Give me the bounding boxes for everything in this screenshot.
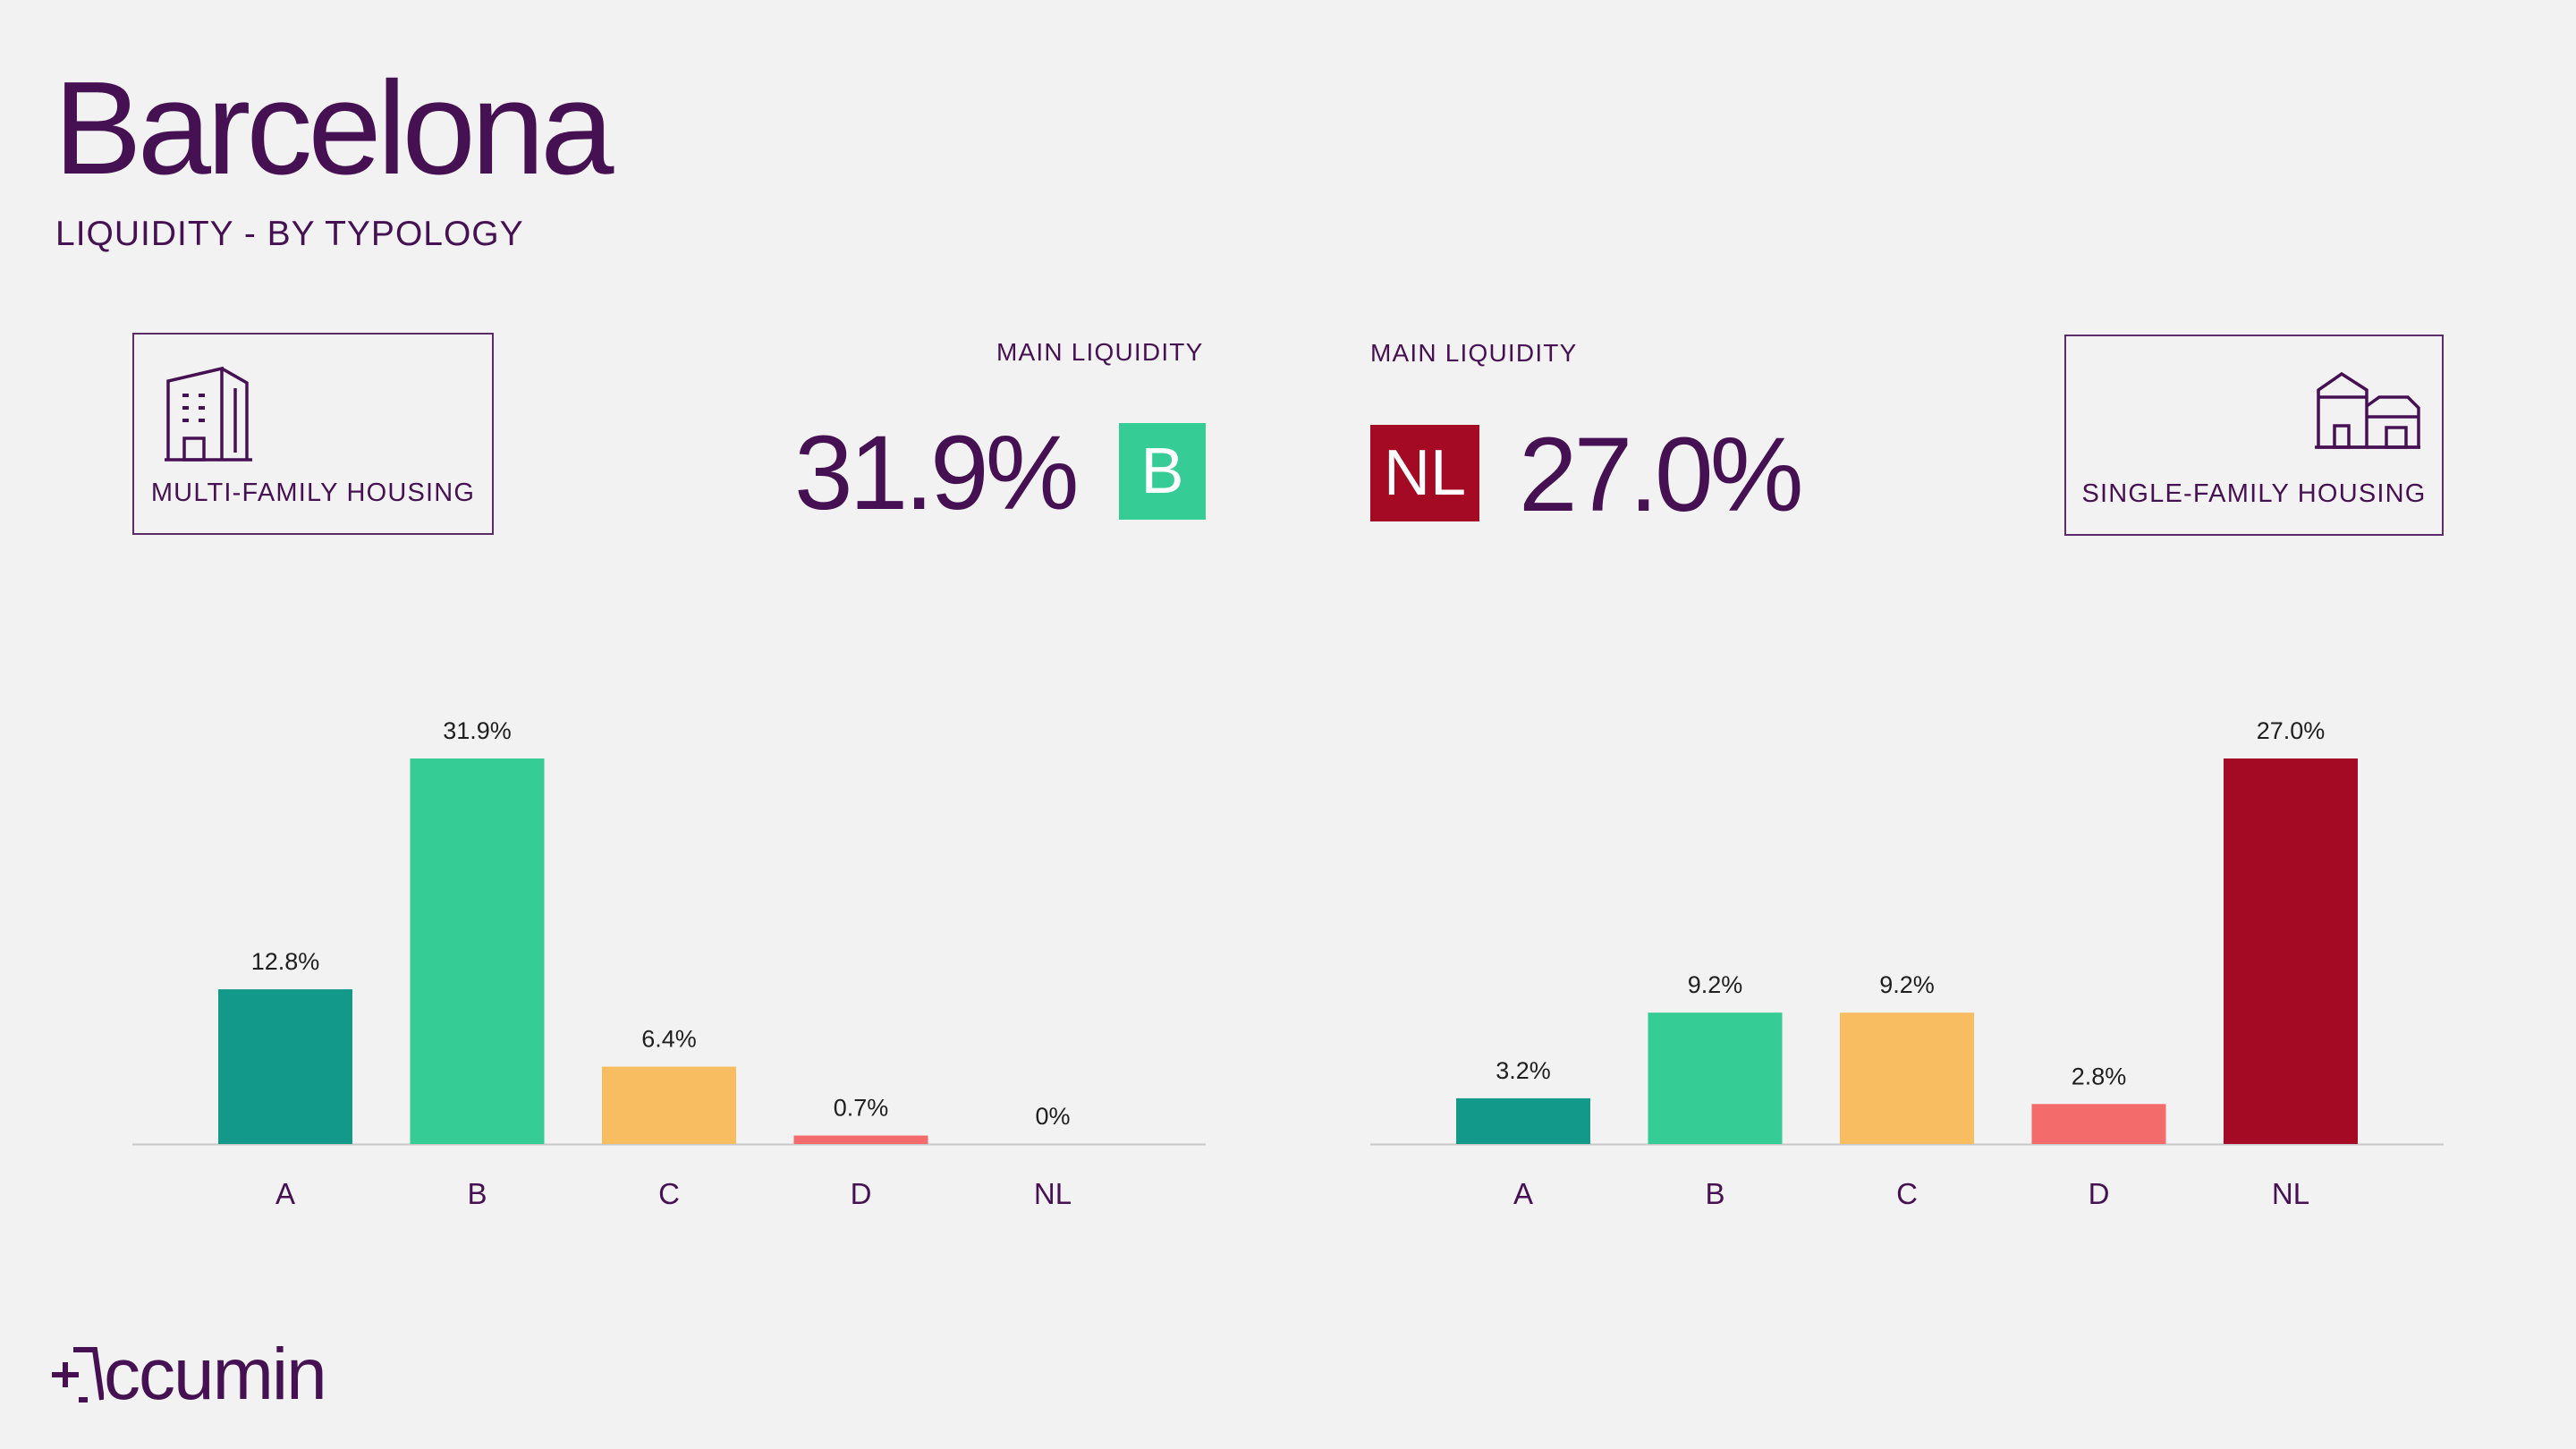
single-family-value-label-d: 2.8%: [2072, 1063, 2127, 1089]
single-family-bar-c: [1840, 1013, 1974, 1144]
multi-family-value-label-a: 12.8%: [251, 948, 320, 975]
multi-family-category-label-a: A: [275, 1177, 295, 1210]
left-main-grade-badge: B: [1119, 423, 1206, 520]
page-subtitle: LIQUIDITY - BY TYPOLOGY: [55, 215, 524, 253]
single-family-value-label-b: 9.2%: [1688, 971, 1743, 998]
multi-family-category-label-nl: NL: [1034, 1177, 1072, 1210]
single-family-category-label-a: A: [1513, 1177, 1533, 1210]
multi-family-value-label-nl: 0%: [1035, 1103, 1070, 1130]
single-family-chart: 3.2% A 9.2% B 9.2% C 2.8% D 27.0% NL: [1370, 698, 2444, 1221]
single-family-value-label-a: 3.2%: [1496, 1057, 1551, 1084]
multi-family-category-label-c: C: [658, 1177, 680, 1210]
multi-family-bar-d: [793, 1135, 928, 1144]
multi-family-chart: 12.8% A 31.9% B 6.4% C 0.7% D 0% NL: [132, 698, 1206, 1221]
single-family-bar-a: [1456, 1097, 1590, 1144]
single-family-label: SINGLE-FAMILY HOUSING: [2081, 479, 2427, 508]
multi-family-value-label-d: 0.7%: [834, 1095, 889, 1122]
left-main-liquidity-label: MAIN LIQUIDITY: [996, 338, 1204, 366]
multi-family-card: MULTI-FAMILY HOUSING: [132, 333, 494, 535]
multi-family-bar-chart: 12.8% A 31.9% B 6.4% C 0.7% D 0% NL: [132, 717, 1206, 1210]
right-main-liquidity-value: 27.0%: [1519, 416, 1804, 534]
single-family-category-label-c: C: [1896, 1177, 1918, 1210]
single-family-category-label-nl: NL: [2272, 1177, 2309, 1210]
multi-family-value-label-c: 6.4%: [641, 1026, 697, 1053]
left-main-liquidity-value: 31.9%: [794, 414, 1080, 532]
single-family-value-label-c: 9.2%: [1879, 971, 1935, 998]
single-family-bar-nl: [2224, 758, 2358, 1144]
multi-family-category-label-d: D: [851, 1177, 872, 1210]
multi-family-bar-b: [410, 758, 545, 1144]
accumin-logo-text: ccumin: [104, 1334, 327, 1415]
multi-family-bar-c: [602, 1066, 736, 1144]
right-main-liquidity-label: MAIN LIQUIDITY: [1370, 339, 1578, 367]
single-family-card: SINGLE-FAMILY HOUSING: [2064, 335, 2444, 536]
single-family-bar-b: [1648, 1013, 1783, 1144]
apartment-building-icon: [165, 366, 252, 462]
multi-family-value-label-b: 31.9%: [443, 717, 512, 744]
single-family-category-label-d: D: [2089, 1177, 2110, 1210]
multi-family-label: MULTI-FAMILY HOUSING: [150, 479, 476, 507]
single-family-value-label-nl: 27.0%: [2257, 717, 2326, 744]
single-family-category-label-b: B: [1705, 1177, 1724, 1210]
accumin-logo-mark-icon: [52, 1347, 104, 1402]
page-title: Barcelona: [54, 55, 614, 202]
multi-family-category-label-b: B: [467, 1177, 487, 1210]
single-family-bar-d: [2031, 1104, 2166, 1144]
houses-icon: [2315, 371, 2420, 449]
multi-family-bar-a: [218, 989, 352, 1144]
single-family-bar-chart: 3.2% A 9.2% B 9.2% C 2.8% D 27.0% NL: [1370, 717, 2444, 1210]
right-main-grade-badge: NL: [1370, 425, 1479, 521]
accumin-logo: ccumin: [52, 1334, 327, 1415]
